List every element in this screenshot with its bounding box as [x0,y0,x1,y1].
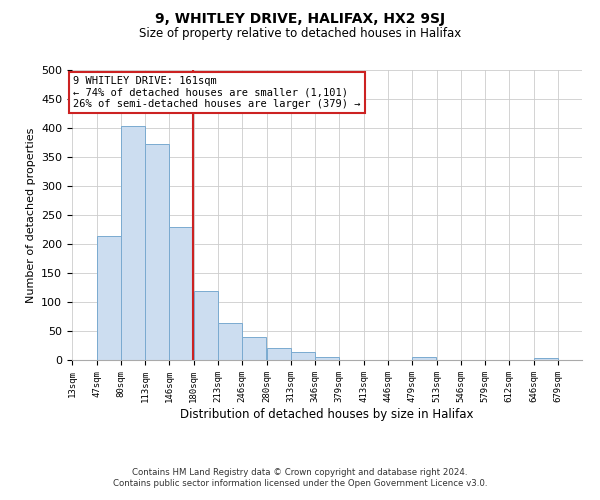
Bar [169,227,193,360]
Y-axis label: Number of detached properties: Number of detached properties [26,128,35,302]
Text: Size of property relative to detached houses in Halifax: Size of property relative to detached ho… [139,28,461,40]
Bar [97,236,121,360]
Bar [121,126,145,360]
Bar [534,358,558,360]
Text: 9 WHITLEY DRIVE: 161sqm
← 74% of detached houses are smaller (1,101)
26% of semi: 9 WHITLEY DRIVE: 161sqm ← 74% of detache… [73,76,361,109]
Bar [267,348,291,360]
X-axis label: Distribution of detached houses by size in Halifax: Distribution of detached houses by size … [180,408,474,420]
Bar [291,352,315,360]
Text: 9, WHITLEY DRIVE, HALIFAX, HX2 9SJ: 9, WHITLEY DRIVE, HALIFAX, HX2 9SJ [155,12,445,26]
Bar [145,144,169,360]
Bar [218,323,242,360]
Bar [194,291,218,360]
Text: Contains HM Land Registry data © Crown copyright and database right 2024.
Contai: Contains HM Land Registry data © Crown c… [113,468,487,487]
Bar [412,357,436,360]
Bar [242,337,266,360]
Bar [315,356,339,360]
